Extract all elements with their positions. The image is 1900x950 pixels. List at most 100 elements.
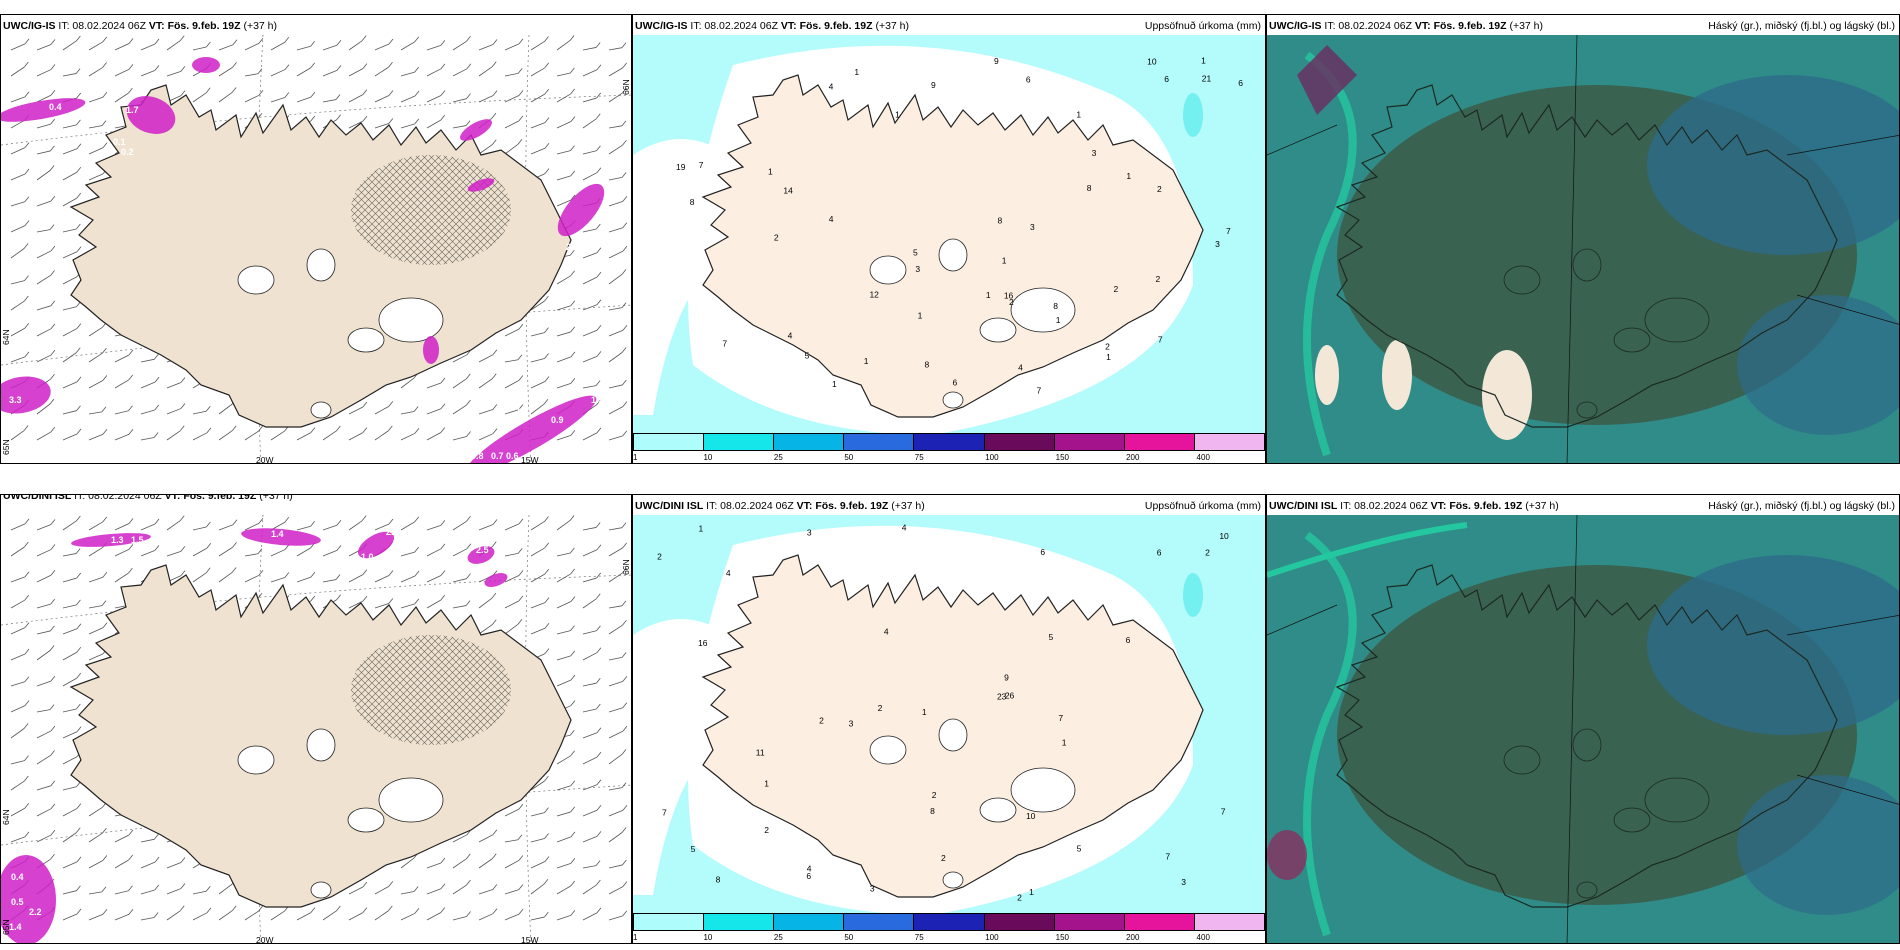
wind-barb — [400, 912, 416, 921]
wind-barb-flag — [50, 195, 56, 202]
wind-barb-flag — [517, 619, 523, 625]
parallel — [1267, 604, 1338, 636]
wind-barb-flag — [544, 807, 549, 813]
wind-barb — [166, 520, 181, 531]
colorbar-segment — [633, 913, 704, 931]
panel-header: UWC/DINI ISL IT: 08.02.2024 06Z VT: Fös.… — [3, 494, 293, 502]
wind-barb — [88, 173, 104, 181]
wind-barb-flag — [414, 546, 419, 553]
wind-barb — [452, 40, 467, 51]
wind-barb — [608, 329, 624, 337]
precip-value: 16 — [1004, 291, 1014, 301]
wind-barb-flag — [24, 295, 29, 302]
glacier — [310, 881, 332, 899]
wind-barb — [296, 576, 312, 583]
wind-barb-flag — [596, 625, 601, 631]
wind-barb-flag — [258, 90, 264, 96]
wind-barb-flag — [24, 594, 30, 601]
coordinate-label: 15W — [521, 935, 538, 944]
snow-intensity-area — [1, 376, 51, 414]
wind-barb-flag — [128, 405, 133, 412]
wind-barb — [36, 630, 51, 635]
wind-barb — [530, 147, 546, 155]
snow-rate-label: 2.9 — [386, 527, 399, 537]
wind-barb-flag — [544, 911, 549, 918]
wind-barb — [10, 599, 25, 609]
wind-barb-flag — [76, 803, 82, 809]
wind-barb — [374, 95, 390, 103]
wind-barb — [270, 549, 286, 557]
wind-barb — [504, 860, 520, 869]
wind-barb-flag — [465, 120, 471, 126]
wind-barb — [530, 403, 545, 415]
wind-barb-flag — [231, 905, 237, 911]
wind-barb-flag — [544, 597, 550, 603]
snow-rate-label: 1.4 — [9, 922, 22, 932]
wind-barb-flag — [102, 909, 108, 915]
wind-barb — [504, 43, 520, 51]
wind-barb-flag — [76, 223, 81, 230]
wind-barb — [88, 547, 103, 557]
wind-barb — [36, 229, 51, 233]
wind-barb — [62, 306, 77, 311]
wind-barb — [556, 305, 571, 311]
wind-barb — [582, 329, 598, 337]
wind-barb — [452, 916, 467, 921]
wind-barb-flag — [518, 570, 524, 576]
colorbar-tick: 200 — [1126, 453, 1140, 462]
wind-barb — [478, 913, 494, 921]
wind-barb — [608, 527, 623, 531]
wind-barb-flag — [596, 572, 602, 579]
coordinate-label: 65N — [1, 439, 11, 455]
wind-barb — [62, 381, 78, 389]
wind-barb-flag — [362, 89, 368, 95]
panel-igis-wind: UWC/IG-IS IT: 08.02.2024 06Z VT: Fös. 9.… — [0, 14, 632, 464]
wind-barb-flag — [75, 347, 81, 354]
wind-barb — [504, 523, 520, 531]
wind-barb — [62, 890, 77, 895]
precip-value: 2 — [1205, 547, 1210, 557]
wind-barb — [166, 430, 181, 441]
wind-barb-flag — [76, 246, 82, 252]
glacier — [938, 718, 968, 752]
wind-barb-flag — [596, 427, 602, 434]
wind-barb — [166, 888, 182, 895]
wind-barb-flag — [102, 827, 107, 834]
wind-barb-flag — [518, 908, 524, 915]
parallel — [1786, 614, 1899, 636]
wind-barb-flag — [465, 373, 471, 380]
wind-barb-flag — [336, 594, 341, 600]
wind-barb-flag — [595, 677, 601, 684]
wind-barb-flag — [543, 878, 549, 885]
precip-value: 6 — [1238, 78, 1243, 88]
wind-barb-flag — [180, 66, 186, 72]
wind-barb — [556, 811, 571, 817]
wind-barb — [10, 327, 25, 337]
wind-barb — [530, 300, 545, 311]
glacier — [347, 327, 385, 353]
snow-rate-label: 1.5 — [516, 405, 529, 415]
wind-barb-flag — [517, 354, 523, 360]
wind-barb — [452, 834, 468, 843]
wind-barb-flag — [76, 143, 82, 149]
precip-value: 1 — [854, 67, 859, 77]
wind-barb — [140, 889, 155, 895]
colorbar-tick: 10 — [703, 453, 713, 462]
wind-barb-flag — [24, 275, 29, 281]
snow-rate-label: 0.6 — [51, 439, 64, 449]
wind-barb-flag — [517, 68, 523, 74]
wind-barb — [582, 172, 598, 181]
wind-barb-flag — [621, 172, 627, 178]
wind-barb — [62, 553, 77, 557]
precip-value: 1 — [1029, 887, 1034, 897]
wind-barb-flag — [544, 568, 550, 575]
wind-barb — [62, 148, 78, 155]
wind-barb — [608, 730, 624, 739]
precip-value: 1 — [698, 523, 703, 533]
precip-value: 7 — [1221, 807, 1226, 817]
precip-value: 2 — [878, 703, 883, 713]
wind-barb-flag — [76, 703, 81, 710]
wind-barb — [114, 43, 130, 51]
wind-barb — [426, 575, 442, 583]
panel-title: Uppsöfnuð úrkoma (mm) — [1144, 20, 1261, 32]
